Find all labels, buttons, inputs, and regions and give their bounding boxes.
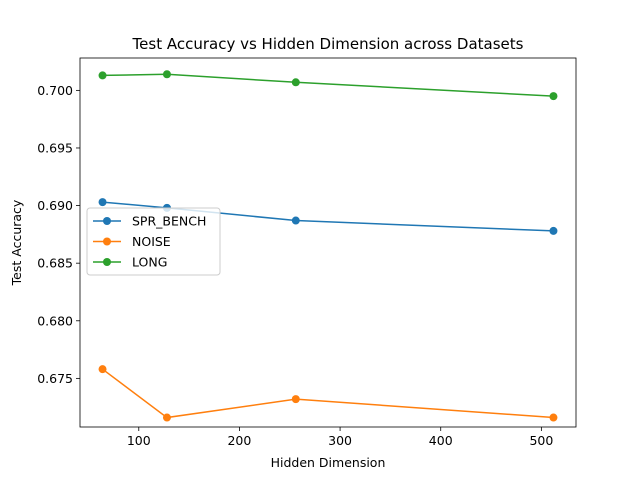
plot-frame <box>79 57 577 428</box>
series-line-noise <box>102 368 554 419</box>
legend-marker <box>103 217 111 225</box>
legend-label: SPR_BENCH <box>132 214 206 229</box>
legend-label: NOISE <box>132 234 171 249</box>
plot-area <box>98 70 558 422</box>
x-tick-label: 400 <box>429 433 453 448</box>
data-point-long <box>98 71 107 80</box>
x-tick-label: 100 <box>127 433 151 448</box>
y-tick-label: 0.685 <box>37 256 73 271</box>
data-point-noise <box>549 413 558 422</box>
data-point-long <box>162 70 171 79</box>
data-point-noise <box>291 395 300 404</box>
data-point-spr-bench <box>291 216 300 225</box>
y-tick-label: 0.675 <box>37 371 73 386</box>
y-tick-label: 0.690 <box>37 198 73 213</box>
chart-title: Test Accuracy vs Hidden Dimension across… <box>132 35 524 53</box>
series-line-long <box>102 73 554 97</box>
series-line-spr-bench <box>102 201 554 232</box>
data-point-noise <box>98 365 107 374</box>
y-axis-label: Test Accuracy <box>9 199 24 286</box>
legend-label: LONG <box>132 255 167 270</box>
data-point-noise <box>162 413 171 422</box>
data-point-spr-bench <box>549 226 558 235</box>
x-tick-label: 200 <box>227 433 251 448</box>
x-axis: 100 200 300 400 500 <box>127 427 553 448</box>
legend-marker <box>103 237 111 246</box>
y-tick-label: 0.700 <box>37 83 73 98</box>
data-point-spr-bench <box>98 198 107 207</box>
legend-box <box>86 207 221 276</box>
x-tick-label: 500 <box>529 433 553 448</box>
data-point-long <box>549 92 558 101</box>
legend-marker <box>103 258 111 266</box>
legend: SPR_BENCH NOISE LONG <box>86 207 221 276</box>
y-tick-label: 0.695 <box>37 140 73 155</box>
x-tick-label: 300 <box>328 433 352 448</box>
data-point-long <box>291 78 300 87</box>
x-axis-label: Hidden Dimension <box>271 455 386 470</box>
y-tick-label: 0.680 <box>37 313 73 328</box>
y-axis: 0.675 0.680 0.685 0.690 0.695 0.700 <box>37 83 80 386</box>
